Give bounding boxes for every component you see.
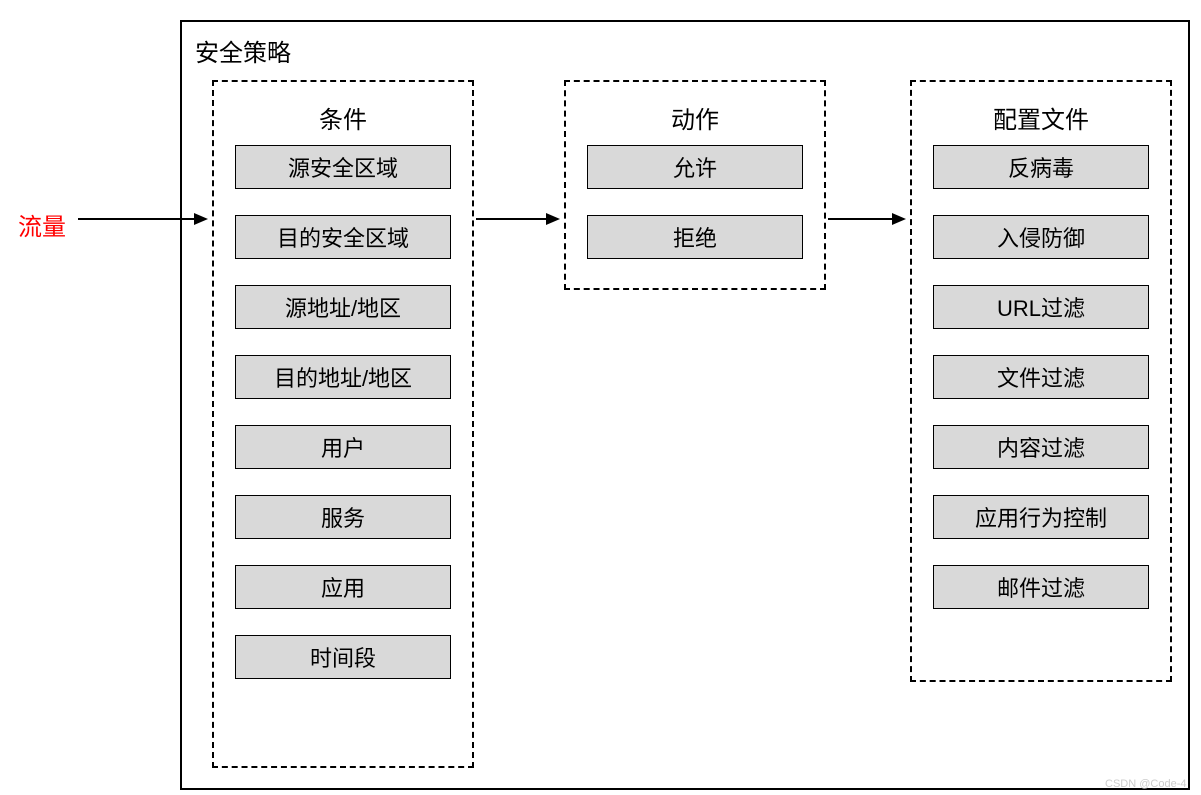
profiles-item: 反病毒 <box>933 145 1149 189</box>
arrow-line-flow-to-conditions <box>78 218 196 220</box>
conditions-item: 目的地址/地区 <box>235 355 451 399</box>
profiles-item: 内容过滤 <box>933 425 1149 469</box>
conditions-item: 时间段 <box>235 635 451 679</box>
actions-title: 动作 <box>566 100 824 135</box>
arrow-head-flow-to-conditions <box>194 213 208 225</box>
conditions-box: 条件源安全区域目的安全区域源地址/地区目的地址/地区用户服务应用时间段 <box>212 80 474 768</box>
profiles-title: 配置文件 <box>912 100 1170 135</box>
conditions-title: 条件 <box>214 100 472 135</box>
profiles-item: 应用行为控制 <box>933 495 1149 539</box>
conditions-item: 服务 <box>235 495 451 539</box>
flow-label: 流量 <box>18 207 66 242</box>
actions-item: 允许 <box>587 145 803 189</box>
arrow-head-actions-to-profiles <box>892 213 906 225</box>
actions-item: 拒绝 <box>587 215 803 259</box>
arrow-line-conditions-to-actions <box>476 218 548 220</box>
conditions-item: 源安全区域 <box>235 145 451 189</box>
conditions-item: 用户 <box>235 425 451 469</box>
profiles-item: 文件过滤 <box>933 355 1149 399</box>
conditions-item: 应用 <box>235 565 451 609</box>
arrow-line-actions-to-profiles <box>828 218 894 220</box>
arrow-head-conditions-to-actions <box>546 213 560 225</box>
profiles-item: 入侵防御 <box>933 215 1149 259</box>
profiles-box: 配置文件反病毒入侵防御 URL过滤文件过滤内容过滤应用行为控制邮件过滤 <box>910 80 1172 682</box>
outer-box-title: 安全策略 <box>195 33 291 68</box>
profiles-item: 邮件过滤 <box>933 565 1149 609</box>
actions-box: 动作允许拒绝 <box>564 80 826 290</box>
conditions-item: 源地址/地区 <box>235 285 451 329</box>
watermark: CSDN @Code-4 <box>1105 778 1186 790</box>
profiles-item: URL过滤 <box>933 285 1149 329</box>
conditions-item: 目的安全区域 <box>235 215 451 259</box>
